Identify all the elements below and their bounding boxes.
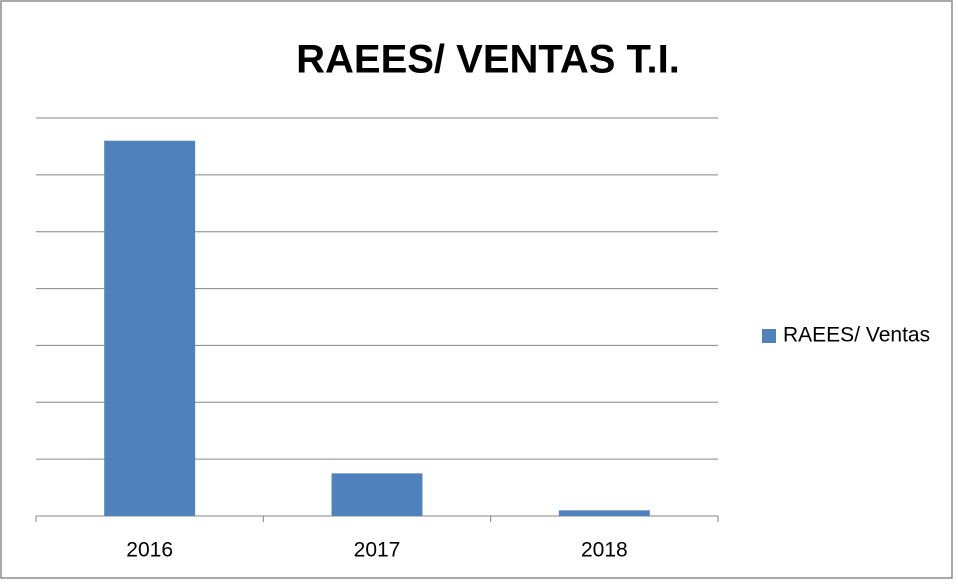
x-tick-label: 2016 [126,539,173,562]
bar [104,140,196,516]
legend-swatch [762,329,776,343]
bar [558,510,650,516]
legend-label: RAEES/ Ventas [783,324,930,347]
chart-title: RAEES/ VENTAS T.I. [296,38,680,82]
x-tick-label: 2017 [354,539,401,562]
x-tick-label: 2018 [581,539,628,562]
bar [331,473,423,516]
